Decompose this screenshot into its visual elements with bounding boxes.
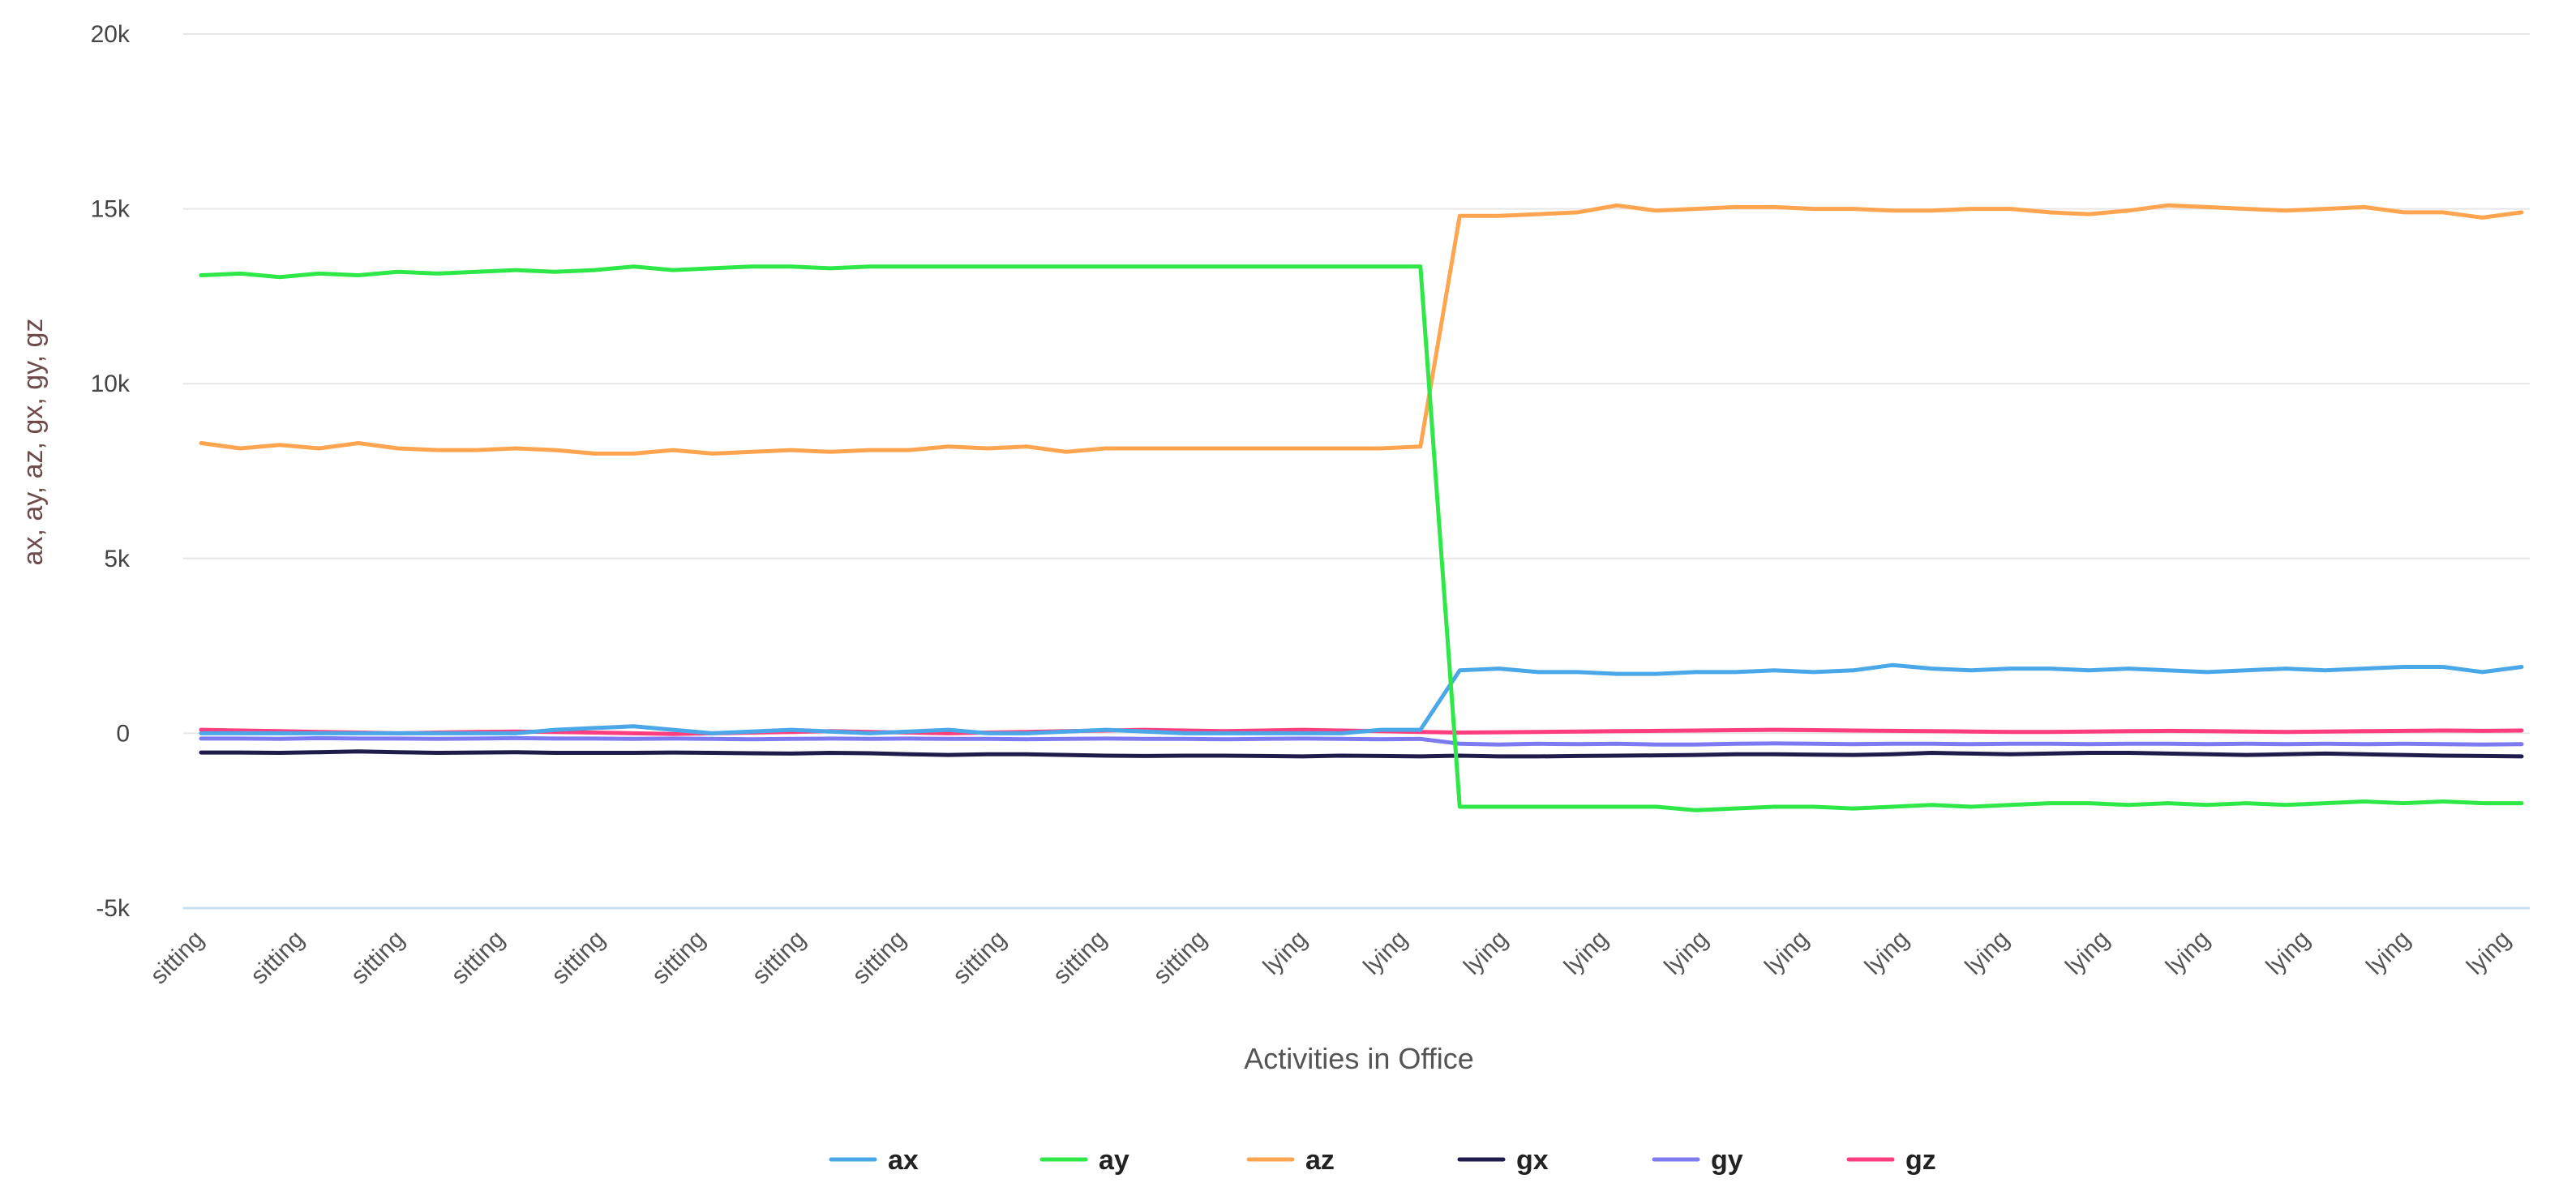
y-tick-label: 15k [91,196,131,223]
x-tick-label: sitting [546,926,611,990]
legend[interactable]: ax ay az gx gy gz [829,1145,1936,1176]
legend-item-ay[interactable]: ay [1039,1145,1129,1176]
x-tick-label: lying [2361,926,2415,980]
x-tick-label: lying [2060,926,2115,980]
x-tick-label: sitting [1148,926,1212,990]
x-tick-label: sitting [847,926,911,990]
series-line-az[interactable] [199,203,2524,456]
x-tick-label: lying [1258,926,1313,980]
legend-label: gx [1516,1145,1549,1176]
legend-label: az [1305,1145,1335,1176]
series-line-ay[interactable] [199,264,2524,812]
legend-item-gx[interactable]: gx [1457,1145,1549,1176]
legend-label: ax [888,1145,919,1176]
series-line-ax[interactable] [199,662,2524,735]
y-tick-label: 5k [104,546,131,572]
x-tick-label: sitting [948,926,1012,990]
series-lines [199,203,2524,812]
x-tick-label: lying [1659,926,1713,980]
x-tick-label: sitting [1048,926,1112,990]
x-axis-title: Activities in Office [1244,1042,1473,1075]
y-tick-label: 20k [91,21,131,48]
legend-label: gz [1905,1145,1936,1176]
x-tick-label: lying [2462,926,2516,980]
x-tick-label: lying [1759,926,1814,980]
y-tick-label: -5k [96,895,131,922]
x-tick-label: sitting [246,926,310,990]
y-tick-label: 10k [91,371,131,397]
x-tick-label: lying [1459,926,1513,980]
legend-item-az[interactable]: az [1246,1145,1335,1176]
series-line-gx[interactable] [199,749,2524,759]
x-tick-label: sitting [446,926,510,990]
x-tick-label: sitting [145,926,209,990]
series-line-gy[interactable] [199,735,2524,747]
x-tick-label: lying [1559,926,1614,980]
x-tick-label: lying [1860,926,1914,980]
gridlines [183,33,2530,910]
x-axis-ticks: sitting sitting sitting sitting sitting sitti… [145,926,2516,990]
legend-item-gy[interactable]: gy [1652,1145,1743,1176]
legend-item-ax[interactable]: ax [829,1145,919,1176]
legend-label: ay [1099,1145,1129,1176]
x-tick-label: lying [2261,926,2316,980]
x-tick-label: lying [1961,926,2015,980]
y-axis-ticks: -5k 0 5k 10k 15k 20k [91,21,131,922]
x-tick-label: sitting [747,926,811,990]
x-tick-label: sitting [346,926,410,990]
x-tick-label: lying [2161,926,2215,980]
y-tick-label: 0 [116,720,130,747]
y-axis-title: ax, ay, az, gx, gy, gz [18,319,49,566]
x-tick-label: sitting [647,926,711,990]
legend-item-gz[interactable]: gz [1846,1145,1936,1176]
legend-label: gy [1711,1145,1743,1176]
x-tick-label: lying [1358,926,1412,980]
